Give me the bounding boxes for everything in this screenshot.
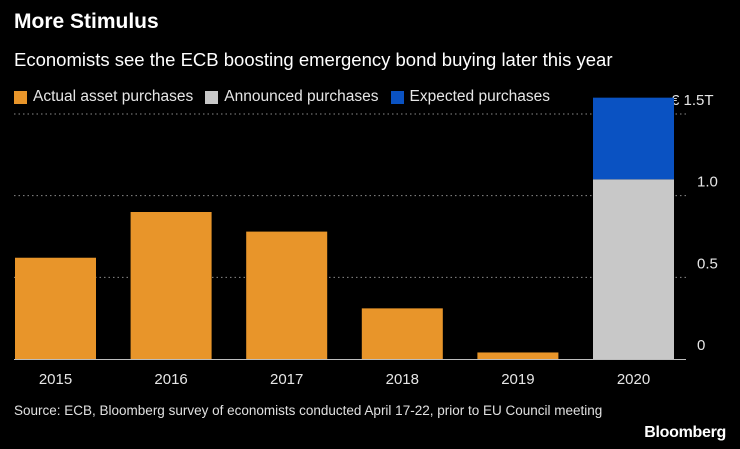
x-tick-label: 2018 [386, 371, 419, 388]
y-tick-label: 1.0 [697, 174, 718, 191]
bloomberg-logo: Bloomberg [644, 424, 726, 441]
x-tick-label: 2019 [501, 371, 534, 388]
legend: Actual asset purchases Announced purchas… [14, 88, 562, 106]
bar-2020-expected-purchases [593, 97, 674, 180]
bar-2016-actual-asset-purchases [130, 212, 212, 359]
y-tick-label: € 1.5T [671, 92, 714, 109]
source-note: Source: ECB, Bloomberg survey of economi… [14, 403, 603, 418]
legend-item-actual: Actual asset purchases [14, 88, 193, 106]
legend-label-actual: Actual asset purchases [33, 88, 194, 105]
bar-2019-actual-asset-purchases [477, 352, 559, 359]
legend-swatch-expected [390, 90, 404, 104]
legend-swatch-announced [205, 90, 219, 104]
legend-label-expected: Expected purchases [409, 88, 550, 105]
y-tick-label: 0 [697, 337, 705, 354]
legend-item-announced: Announced purchases [205, 88, 379, 106]
x-tick-label: 2016 [154, 371, 187, 388]
legend-swatch-actual [14, 90, 27, 104]
x-tick-label: 2015 [39, 371, 72, 388]
bar-2020-announced-purchases [593, 179, 674, 359]
chart-subtitle: Economists see the ECB boosting emergenc… [14, 49, 613, 70]
chart-title: More Stimulus [14, 10, 159, 33]
bar-2018-actual-asset-purchases [361, 308, 443, 359]
y-tick-label: 0.5 [697, 255, 718, 272]
bar-2017-actual-asset-purchases [246, 231, 328, 359]
legend-item-expected: Expected purchases [390, 88, 550, 106]
x-tick-label: 2017 [270, 371, 303, 388]
legend-label-announced: Announced purchases [224, 88, 379, 105]
bar-2015-actual-asset-purchases [15, 257, 96, 359]
x-tick-label: 2020 [617, 371, 650, 388]
